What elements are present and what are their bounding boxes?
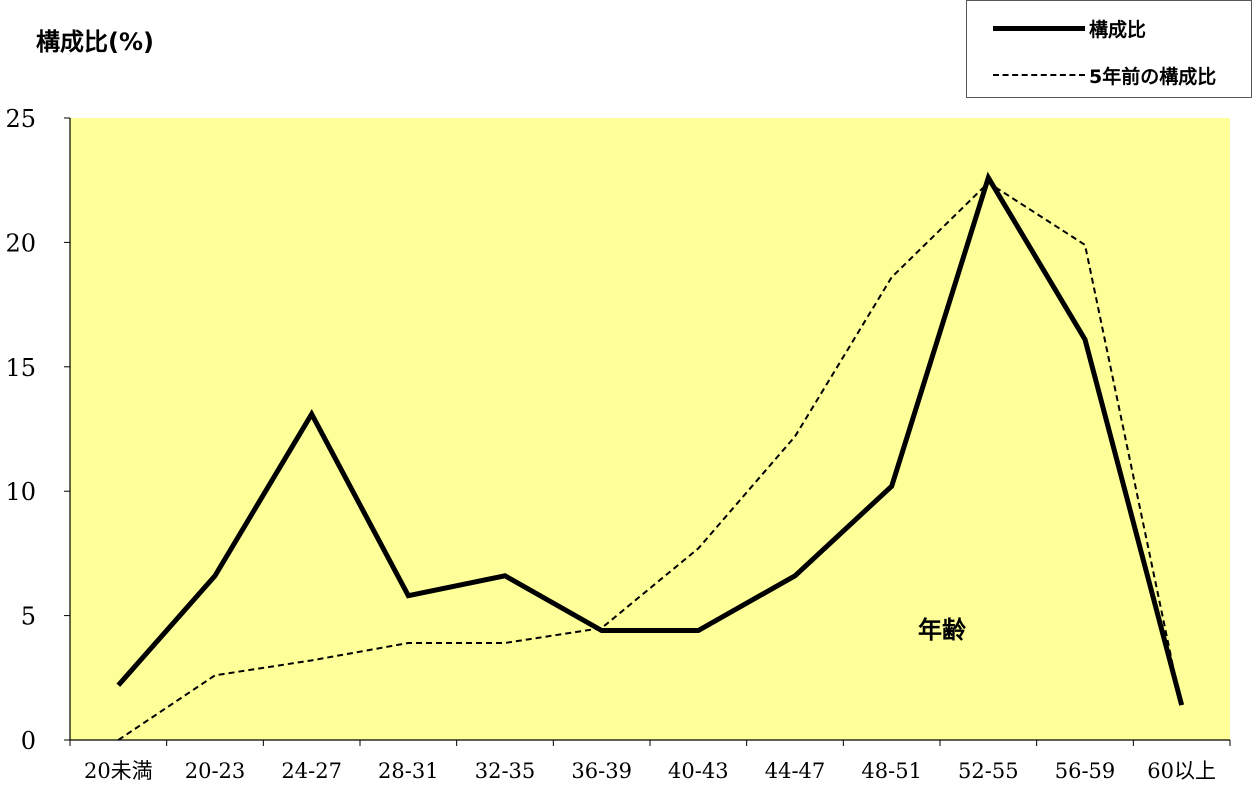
x-tick-label: 32-35 (475, 759, 536, 783)
legend-item-current: 構成比 (967, 13, 1146, 43)
y-tick-label: 25 (5, 105, 36, 133)
x-tick-label: 20-23 (185, 759, 246, 783)
legend-label-current: 構成比 (1089, 18, 1147, 41)
x-tick-label: 36-39 (571, 759, 632, 783)
x-tick-label: 60以上 (1147, 759, 1216, 783)
y-tick-label: 15 (5, 354, 36, 382)
legend-item-five-years-ago: 5年前の構成比 (967, 60, 1216, 90)
series-line-five-years-ago (117, 181, 1183, 741)
x-tick-label: 56-59 (1055, 759, 1116, 783)
series-line-current (116, 171, 1185, 706)
y-tick-label: 20 (5, 229, 36, 257)
series-lines (116, 171, 1185, 741)
x-tick-labels: 20未満 20-23 24-27 28-31 32-35 36-39 40-43 44-47 4… (84, 759, 1216, 783)
legend: 構成比 5年前の構成比 (966, 0, 1252, 98)
y-tick-label: 10 (5, 478, 36, 506)
y-tick-label: 0 (21, 727, 36, 755)
x-tick-label: 48-51 (861, 759, 922, 783)
y-tick-label: 5 (21, 603, 36, 631)
x-tick-label: 52-55 (958, 759, 1019, 783)
legend-dashed-line-swatch (993, 74, 1085, 76)
axes (64, 117, 1231, 746)
x-tick-label: 44-47 (765, 759, 826, 783)
x-tick-label: 28-31 (378, 759, 439, 783)
legend-label-five-years-ago: 5年前の構成比 (1089, 65, 1217, 88)
legend-solid-line-swatch (993, 25, 1085, 31)
x-tick-label: 24-27 (281, 759, 342, 783)
y-axis-label: 構成比(%) (36, 28, 154, 56)
y-tick-labels: 0 5 10 15 20 25 (5, 105, 36, 755)
x-tick-label: 40-43 (668, 759, 729, 783)
plot-area (70, 118, 1230, 740)
x-tick-label: 20未満 (84, 759, 153, 783)
x-axis-label: 年齢 (918, 616, 966, 644)
